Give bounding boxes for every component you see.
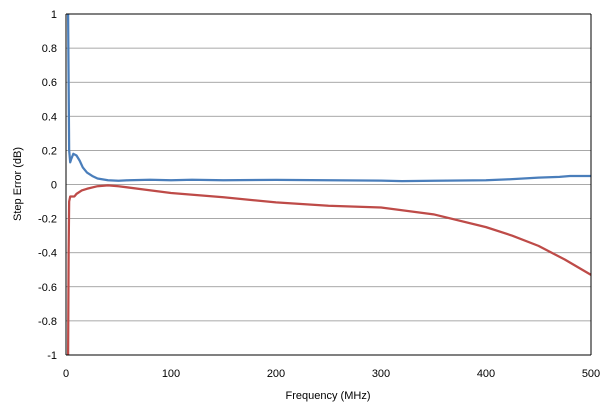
x-axis-title: Frequency (MHz): [286, 390, 371, 402]
series-line-2: [66, 184, 592, 356]
y-tick-label: -1: [47, 350, 57, 362]
x-tick-label: 100: [162, 368, 180, 380]
x-tick-labels: 0 100 200 300 400 500: [63, 368, 600, 380]
axes: [65, 13, 592, 356]
y-tick-label: -0.4: [38, 248, 57, 260]
y-axis-title: Step Error (dB): [12, 147, 24, 221]
y-tick-label: -0.6: [38, 282, 57, 294]
y-tick-label: 0.4: [42, 111, 57, 123]
y-tick-label: 0.8: [42, 43, 57, 55]
y-tick-label: -0.2: [38, 214, 57, 226]
horizontal-gridlines: [66, 47, 591, 322]
x-tick-label: 200: [267, 368, 285, 380]
y-tick-label: 0.6: [42, 77, 57, 89]
x-tick-label: 0: [63, 368, 69, 380]
y-tick-label: 0: [51, 180, 57, 192]
y-tick-label: 1: [51, 9, 57, 21]
y-tick-label: -0.8: [38, 316, 57, 328]
x-tick-label: 400: [477, 368, 495, 380]
series-line-1: [66, 13, 591, 183]
y-tick-labels: 1 0.8 0.6 0.4 0.2 0 -0.2 -0.4 -0.6 -0.8 -1: [38, 9, 57, 362]
x-tick-label: 300: [372, 368, 390, 380]
x-tick-label: 500: [582, 368, 600, 380]
series-group: [66, 13, 592, 356]
y-tick-label: 0.2: [42, 145, 57, 157]
